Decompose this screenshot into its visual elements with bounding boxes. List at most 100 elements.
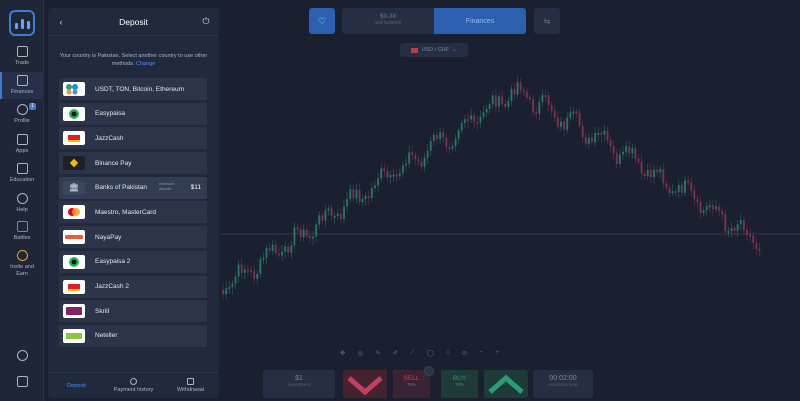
buy-arrow-button[interactable] (484, 370, 528, 398)
sell-arrow-button[interactable] (343, 370, 387, 398)
draw-icon[interactable]: ✎ (375, 350, 381, 357)
sidebar-item-help[interactable]: Help (0, 193, 44, 214)
method-jazzcash[interactable]: JazzCash (59, 127, 207, 150)
method-banks-pakistan[interactable]: 🏛 Banks of Pakistan minimum deposit $11 (59, 176, 207, 199)
candle (315, 224, 318, 237)
shape-icon[interactable]: ◯ (426, 350, 434, 357)
candle (758, 248, 761, 251)
candle (225, 288, 228, 294)
price-chart[interactable] (219, 60, 800, 340)
candle (581, 125, 584, 138)
change-country-link[interactable]: Change (135, 61, 156, 67)
method-skrill[interactable]: Skrill (59, 300, 207, 323)
indicator-icon[interactable]: ◎ (357, 350, 364, 357)
notification-badge: 1 (29, 103, 36, 110)
sidebar-item-finances[interactable]: Finances (0, 72, 44, 99)
investment-field[interactable]: $1 investment (263, 370, 335, 398)
candle (367, 196, 370, 199)
sidebar-item-trade[interactable]: Trade (0, 46, 44, 67)
method-easypaisa-2[interactable]: Easypaisa 2 (59, 250, 207, 273)
candle (343, 206, 345, 219)
candle (507, 100, 510, 107)
method-nayapay[interactable]: NayaPay (59, 226, 207, 249)
candle (705, 206, 708, 211)
buy-button[interactable]: BUY 75% (441, 370, 478, 398)
favorite-button[interactable]: ♡ (309, 8, 335, 34)
logo-icon[interactable] (9, 10, 35, 36)
candle (696, 199, 699, 202)
settings-button[interactable] (0, 350, 44, 364)
crosshair-icon[interactable]: ✥ (340, 350, 346, 357)
candle (544, 95, 547, 98)
method-crypto[interactable]: USDT, TON, Bitcoin, Ethereum (59, 78, 207, 100)
method-easypaisa[interactable]: Easypaisa (59, 102, 207, 125)
power-icon[interactable]: ⏻ (202, 16, 210, 26)
sidebar-item-education[interactable]: Education (0, 163, 44, 184)
sidebar-item-invite[interactable]: Invite and Earn (0, 250, 44, 278)
candle (442, 132, 445, 138)
candle (308, 235, 311, 239)
candle (401, 165, 404, 174)
finances-button[interactable]: Finances (434, 8, 526, 34)
candle (256, 273, 259, 279)
method-binance[interactable]: Binance Pay (59, 152, 207, 175)
method-neteller[interactable]: Neteller (59, 324, 207, 347)
candle (550, 105, 553, 111)
candle (504, 103, 507, 107)
candle (721, 210, 724, 215)
candle (411, 152, 414, 156)
candle (429, 140, 432, 151)
method-mastercard[interactable]: Maestro, MasterCard (59, 201, 207, 224)
deposit-panel: ‹ Deposit ⏻ Your country is Pakistan. Se… (48, 8, 219, 398)
candle (538, 101, 541, 114)
balance-display[interactable]: $0.38 real balance (342, 8, 434, 34)
sidebar-item-profile[interactable]: 1 Profile (0, 103, 44, 125)
line-icon[interactable]: ⟋ (410, 349, 415, 356)
back-icon[interactable]: ‹ (59, 16, 63, 27)
sidebar-item-label: Profile (14, 118, 30, 124)
candle (488, 104, 491, 109)
method-name: Neteller (95, 332, 118, 340)
candle (739, 220, 742, 225)
tab-deposit[interactable]: Deposit (48, 373, 105, 398)
candle (690, 182, 693, 191)
expiration-time-field[interactable]: 00:02:00 expiration time (533, 370, 593, 398)
sidebar-item-apps[interactable]: Apps (0, 134, 44, 155)
pencil-icon[interactable]: ✐ (392, 350, 399, 357)
candle (727, 231, 730, 234)
candle (380, 168, 383, 179)
sidebar-item-battles[interactable]: Battles (0, 221, 44, 242)
bank-icon: 🏛 (63, 180, 85, 195)
tab-payment-history[interactable]: Payment history (105, 373, 162, 398)
tab-withdrawal[interactable]: Withdrawal (162, 373, 219, 398)
asset-selector[interactable]: USD / CHF ⌄ (400, 43, 468, 57)
share-button[interactable]: ⇆ (534, 8, 560, 34)
delete-icon[interactable]: ⊘ (461, 350, 468, 357)
method-jazzcash-2[interactable]: JazzCash 2 (59, 275, 207, 298)
candle (333, 215, 336, 218)
candle (274, 244, 277, 254)
candle (615, 153, 618, 164)
candle (649, 169, 652, 178)
heart-icon (16, 250, 28, 261)
candle (575, 111, 578, 114)
candle (386, 170, 389, 178)
candle (711, 205, 714, 210)
zoom-in-icon[interactable]: + (495, 349, 499, 356)
candle (420, 161, 423, 167)
collapse-button[interactable] (0, 376, 44, 390)
sell-payout: 75% (406, 382, 416, 387)
text-icon[interactable]: ⌂ (445, 349, 450, 356)
candle (578, 112, 581, 126)
candle (749, 234, 752, 237)
zoom-out-icon[interactable]: − (479, 349, 484, 356)
sell-button[interactable]: SELL 75% (393, 370, 430, 398)
sidebar-item-label: Battles (13, 235, 31, 241)
sidebar-item-label: Invite and Earn (10, 264, 34, 277)
method-name: Easypaisa 2 (95, 258, 131, 266)
sell-label: SELL (403, 375, 420, 382)
method-name: NayaPay (95, 233, 122, 241)
buy-label: BUY (452, 375, 467, 382)
candle (253, 271, 256, 279)
candle (339, 213, 342, 219)
